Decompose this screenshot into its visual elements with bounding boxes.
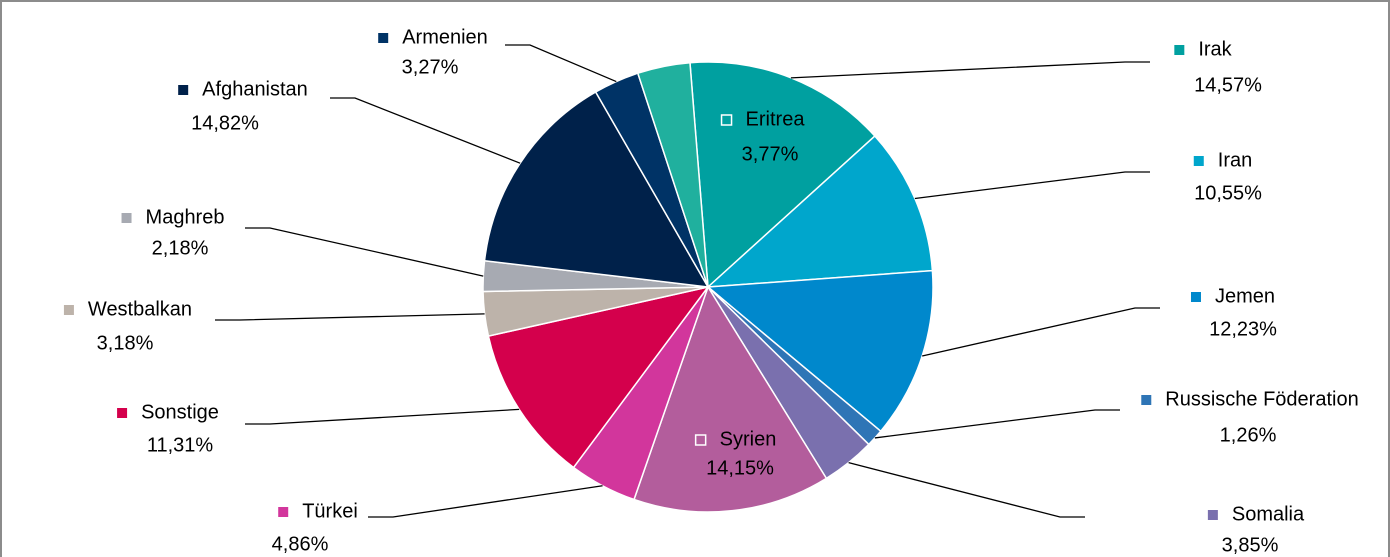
value-label: 3,18%: [97, 332, 154, 354]
value-label: 14,15%: [706, 457, 774, 479]
category-label: Maghreb: [146, 206, 225, 228]
legend-key: [1207, 510, 1218, 520]
category-label: Russische Föderation: [1165, 388, 1358, 410]
category-label: Somalia: [1232, 503, 1305, 525]
leader-line: [245, 227, 484, 277]
value-label: 14,82%: [191, 112, 259, 134]
leader-line: [848, 462, 1085, 518]
leader-line: [330, 97, 521, 164]
legend-key: [1141, 395, 1152, 405]
category-label: Sonstige: [141, 401, 219, 423]
legend-key: [278, 507, 289, 517]
legend-key: [117, 408, 128, 418]
pie-slice: [636, 61, 709, 288]
value-label: 14,57%: [1194, 74, 1262, 96]
leader-line: [368, 485, 603, 518]
legend-key: [1174, 45, 1185, 55]
leader-line: [245, 408, 520, 425]
legend-key: [63, 305, 74, 315]
category-label: Türkei: [302, 500, 358, 522]
category-label: Syrien: [720, 428, 777, 450]
leader-line: [874, 409, 1120, 439]
value-label: 11,31%: [147, 434, 214, 456]
legend-key: [1190, 292, 1201, 302]
value-label: 3,77%: [742, 143, 799, 165]
legend-key: [178, 85, 189, 95]
value-label: 2,18%: [152, 237, 209, 259]
legend-key: [720, 114, 733, 126]
value-label: 12,23%: [1209, 318, 1277, 340]
category-label: Jemen: [1215, 285, 1275, 307]
pie-slice: [487, 285, 710, 469]
category-label: Iran: [1218, 149, 1252, 171]
value-label: 3,27%: [402, 56, 459, 78]
value-label: 1,26%: [1220, 424, 1277, 446]
legend-key: [121, 213, 132, 223]
leader-line: [215, 313, 485, 321]
category-label: Westbalkan: [88, 298, 192, 320]
pie-slice: [633, 285, 828, 513]
legend-key: [1193, 156, 1204, 166]
leader-line: [914, 171, 1150, 200]
value-label: 3,85%: [1222, 534, 1279, 556]
legend-key: [378, 33, 389, 43]
leader-line: [790, 61, 1150, 79]
category-label: Afghanistan: [202, 78, 308, 100]
legend-key: [694, 434, 707, 446]
value-label: 4,86%: [272, 533, 329, 555]
leader-line: [505, 44, 617, 83]
pie-slice: [689, 61, 876, 289]
category-label: Armenien: [402, 26, 488, 48]
value-label: 10,55%: [1194, 182, 1262, 204]
leader-line: [922, 307, 1160, 357]
category-label: Irak: [1198, 38, 1232, 60]
pie-slice: [483, 91, 710, 288]
category-label: Eritrea: [746, 108, 806, 130]
